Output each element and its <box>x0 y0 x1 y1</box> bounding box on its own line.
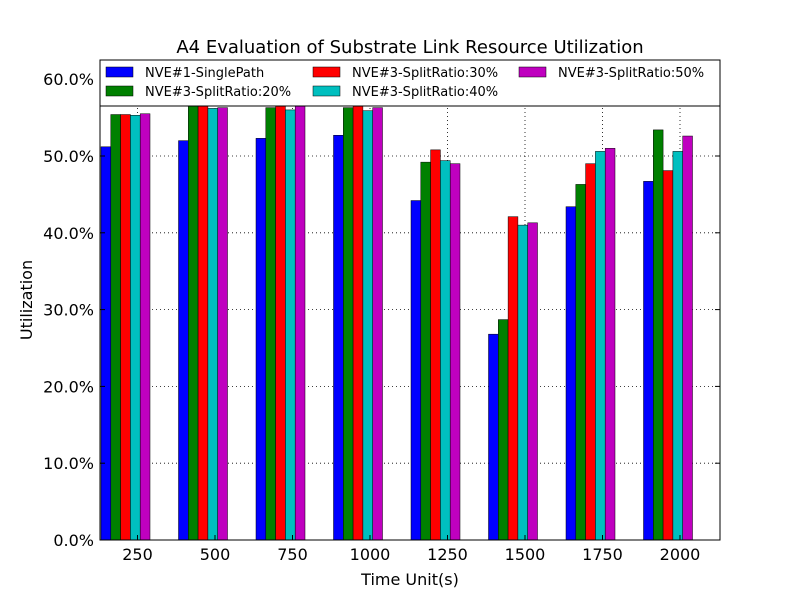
legend-swatch <box>312 66 341 78</box>
bar <box>498 319 509 541</box>
legend: NVE#1-SinglePath NVE#3-SplitRatio:20% NVE#… <box>99 59 721 107</box>
bar <box>294 105 306 541</box>
bar <box>285 109 296 541</box>
bar <box>527 222 538 541</box>
legend-swatch <box>105 85 134 97</box>
bar <box>653 129 664 541</box>
x-axis-ticks: 250 500 750 1000 1250 1500 1750 2000 <box>122 60 700 564</box>
bar <box>604 148 616 541</box>
y-tick-label: 20.0% <box>43 377 94 396</box>
legend-label: NVE#3-SplitRatio:40% <box>352 85 498 100</box>
legend-label: NVE#3-SplitRatio:30% <box>352 66 498 81</box>
x-tick-label: 250 <box>122 545 153 564</box>
bar <box>352 103 364 541</box>
bar <box>430 149 441 541</box>
legend-label: NVE#3-SplitRatio:50% <box>558 66 704 81</box>
bar <box>120 114 131 541</box>
x-tick-label: 1750 <box>582 545 623 564</box>
bar <box>575 184 586 541</box>
x-tick-label: 2000 <box>660 545 701 564</box>
bar <box>110 114 121 541</box>
bar <box>662 170 674 541</box>
bar <box>197 105 209 541</box>
x-tick-label: 1000 <box>350 545 391 564</box>
legend-box <box>99 59 721 107</box>
chart-title: A4 Evaluation of Substrate Link Resource… <box>176 37 643 58</box>
legend-label: NVE#3-SplitRatio:20% <box>145 85 291 100</box>
bar <box>507 216 519 541</box>
y-axis-ticks: 0.0% 10.0% 20.0% 30.0% 40.0% 50.0% 60.0% <box>43 70 720 550</box>
legend-label: NVE#1-SinglePath <box>145 66 264 81</box>
bar <box>178 140 189 541</box>
y-tick-label: 60.0% <box>43 70 94 89</box>
bar <box>372 107 383 541</box>
bar <box>275 102 286 541</box>
y-tick-label: 0.0% <box>53 531 94 550</box>
y-tick-label: 50.0% <box>43 147 94 166</box>
bar <box>682 135 693 541</box>
bar <box>217 107 228 541</box>
x-tick-label: 500 <box>200 545 231 564</box>
x-tick-label: 1500 <box>505 545 546 564</box>
legend-swatch <box>518 66 547 78</box>
bar <box>362 110 373 541</box>
bar <box>139 113 151 541</box>
y-tick-label: 30.0% <box>43 301 94 320</box>
y-tick-label: 40.0% <box>43 224 94 243</box>
legend-swatch <box>312 85 341 97</box>
bar <box>333 135 344 541</box>
bar <box>343 107 354 541</box>
bar <box>595 151 606 541</box>
x-tick-label: 1250 <box>427 545 468 564</box>
bar <box>100 146 112 541</box>
bar <box>643 181 654 541</box>
y-tick-label: 10.0% <box>43 454 94 473</box>
bar <box>410 200 422 541</box>
bar <box>488 333 499 541</box>
bar <box>130 115 141 541</box>
x-tick-label: 750 <box>277 545 308 564</box>
bar <box>440 160 451 541</box>
legend-swatch <box>105 66 134 78</box>
bar <box>188 105 199 541</box>
bar <box>265 107 276 541</box>
bar <box>672 151 683 541</box>
bar <box>255 138 267 541</box>
bar <box>517 224 528 541</box>
bar <box>565 206 577 541</box>
y-axis-label: Utilization <box>17 260 36 340</box>
bar <box>449 163 461 541</box>
bar <box>207 108 218 541</box>
x-axis-label: Time Unit(s) <box>360 570 459 589</box>
bar <box>420 161 431 541</box>
bar <box>585 163 596 541</box>
bars-group <box>100 102 693 541</box>
